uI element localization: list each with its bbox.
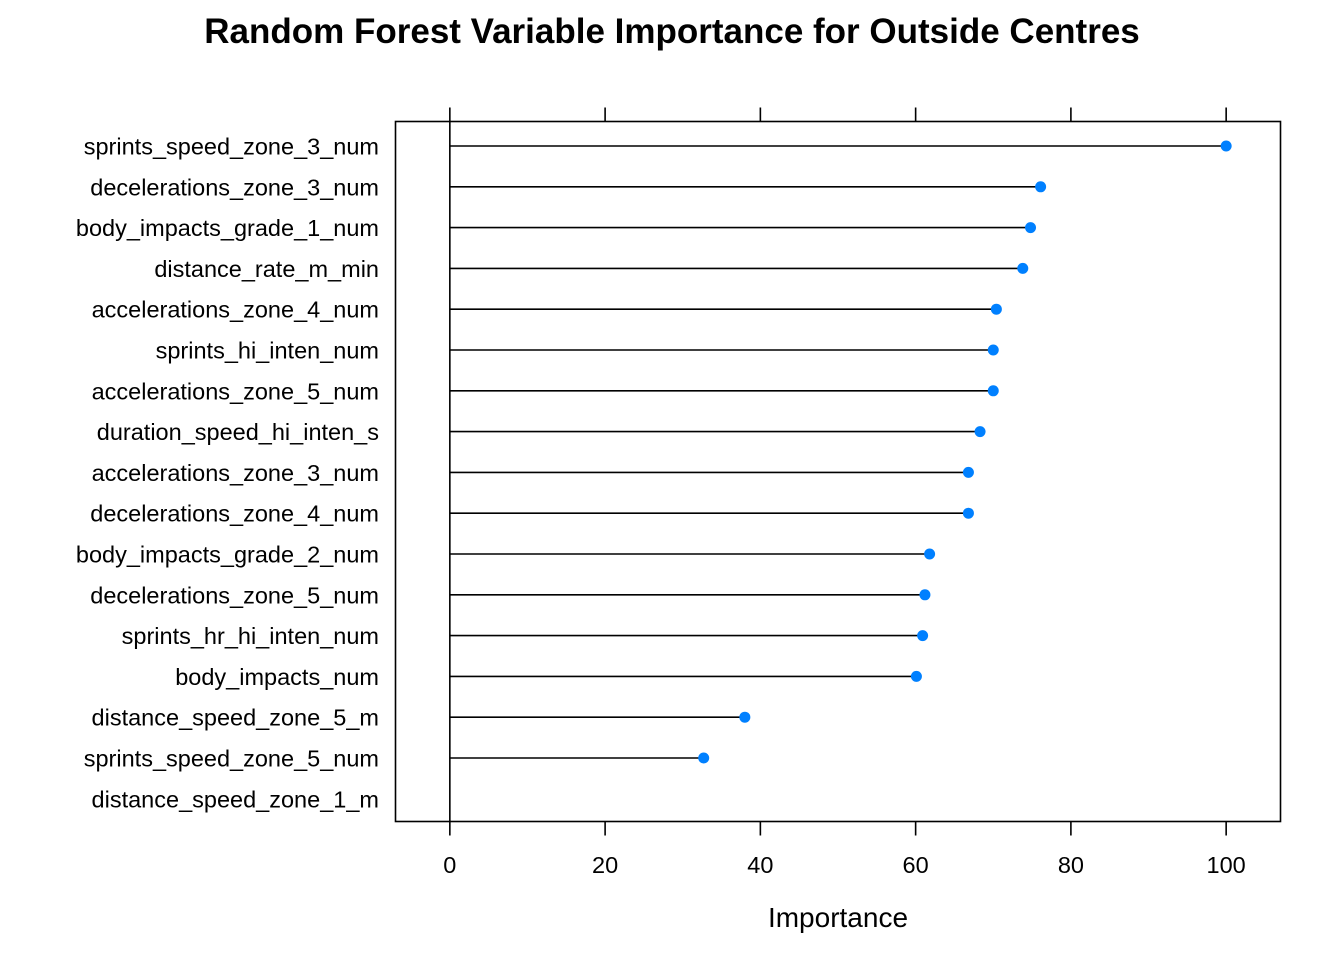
category-label: sprints_speed_zone_5_num [84,746,379,772]
point-sprints_hi_inten_num [987,344,999,356]
x-axis-label: Importance [768,902,908,933]
category-label: sprints_hi_inten_num [156,338,379,364]
x-tick-label: 60 [903,852,929,878]
category-label: body_impacts_grade_1_num [76,215,379,241]
point-accelerations_zone_4_num [990,303,1002,315]
x-axis: 0 20 40 60 80 100 [443,107,1246,878]
x-tick-label: 20 [592,852,618,878]
category-label: duration_speed_hi_inten_s [97,419,379,445]
point-sprints_hr_hi_inten_num [917,630,929,642]
point-duration_speed_hi_inten_s [974,426,986,438]
category-label: distance_speed_zone_1_m [92,786,379,812]
point-accelerations_zone_5_num [987,385,999,397]
category-label: decelerations_zone_4_num [90,501,379,527]
category-label: accelerations_zone_4_num [92,297,379,323]
category-labels: sprints_speed_zone_3_num decelerations_zo… [76,134,379,813]
category-label: sprints_speed_zone_3_num [84,134,379,160]
point-sprints_speed_zone_3_num [1220,140,1232,152]
point-sprints_speed_zone_5_num [698,752,710,764]
category-label: distance_speed_zone_5_m [92,705,379,731]
point-body_impacts_grade_2_num [924,548,936,560]
category-label: accelerations_zone_5_num [92,378,379,404]
x-tick-label: 100 [1207,852,1246,878]
data-marks [449,140,1232,764]
point-decelerations_zone_3_num [1035,181,1047,193]
category-label: accelerations_zone_3_num [92,460,379,486]
category-label: body_impacts_grade_2_num [76,542,379,568]
category-label: distance_rate_m_min [154,256,379,282]
plot-frame [394,120,1282,823]
point-distance_rate_m_min [1017,262,1029,274]
point-body_impacts_num [910,670,922,682]
category-label: decelerations_zone_5_num [90,582,379,608]
category-label: decelerations_zone_3_num [90,174,379,200]
point-distance_speed_zone_5_m [739,711,751,723]
x-tick-label: 0 [443,852,456,878]
x-tick-label: 80 [1058,852,1084,878]
x-tick-label: 40 [747,852,773,878]
category-label: body_impacts_num [175,664,379,690]
point-decelerations_zone_4_num [962,507,974,519]
point-accelerations_zone_3_num [962,466,974,478]
category-label: sprints_hr_hi_inten_num [122,623,379,649]
point-body_impacts_grade_1_num [1025,222,1037,234]
chart-title: Random Forest Variable Importance for Ou… [204,12,1140,51]
point-decelerations_zone_5_num [919,589,931,601]
